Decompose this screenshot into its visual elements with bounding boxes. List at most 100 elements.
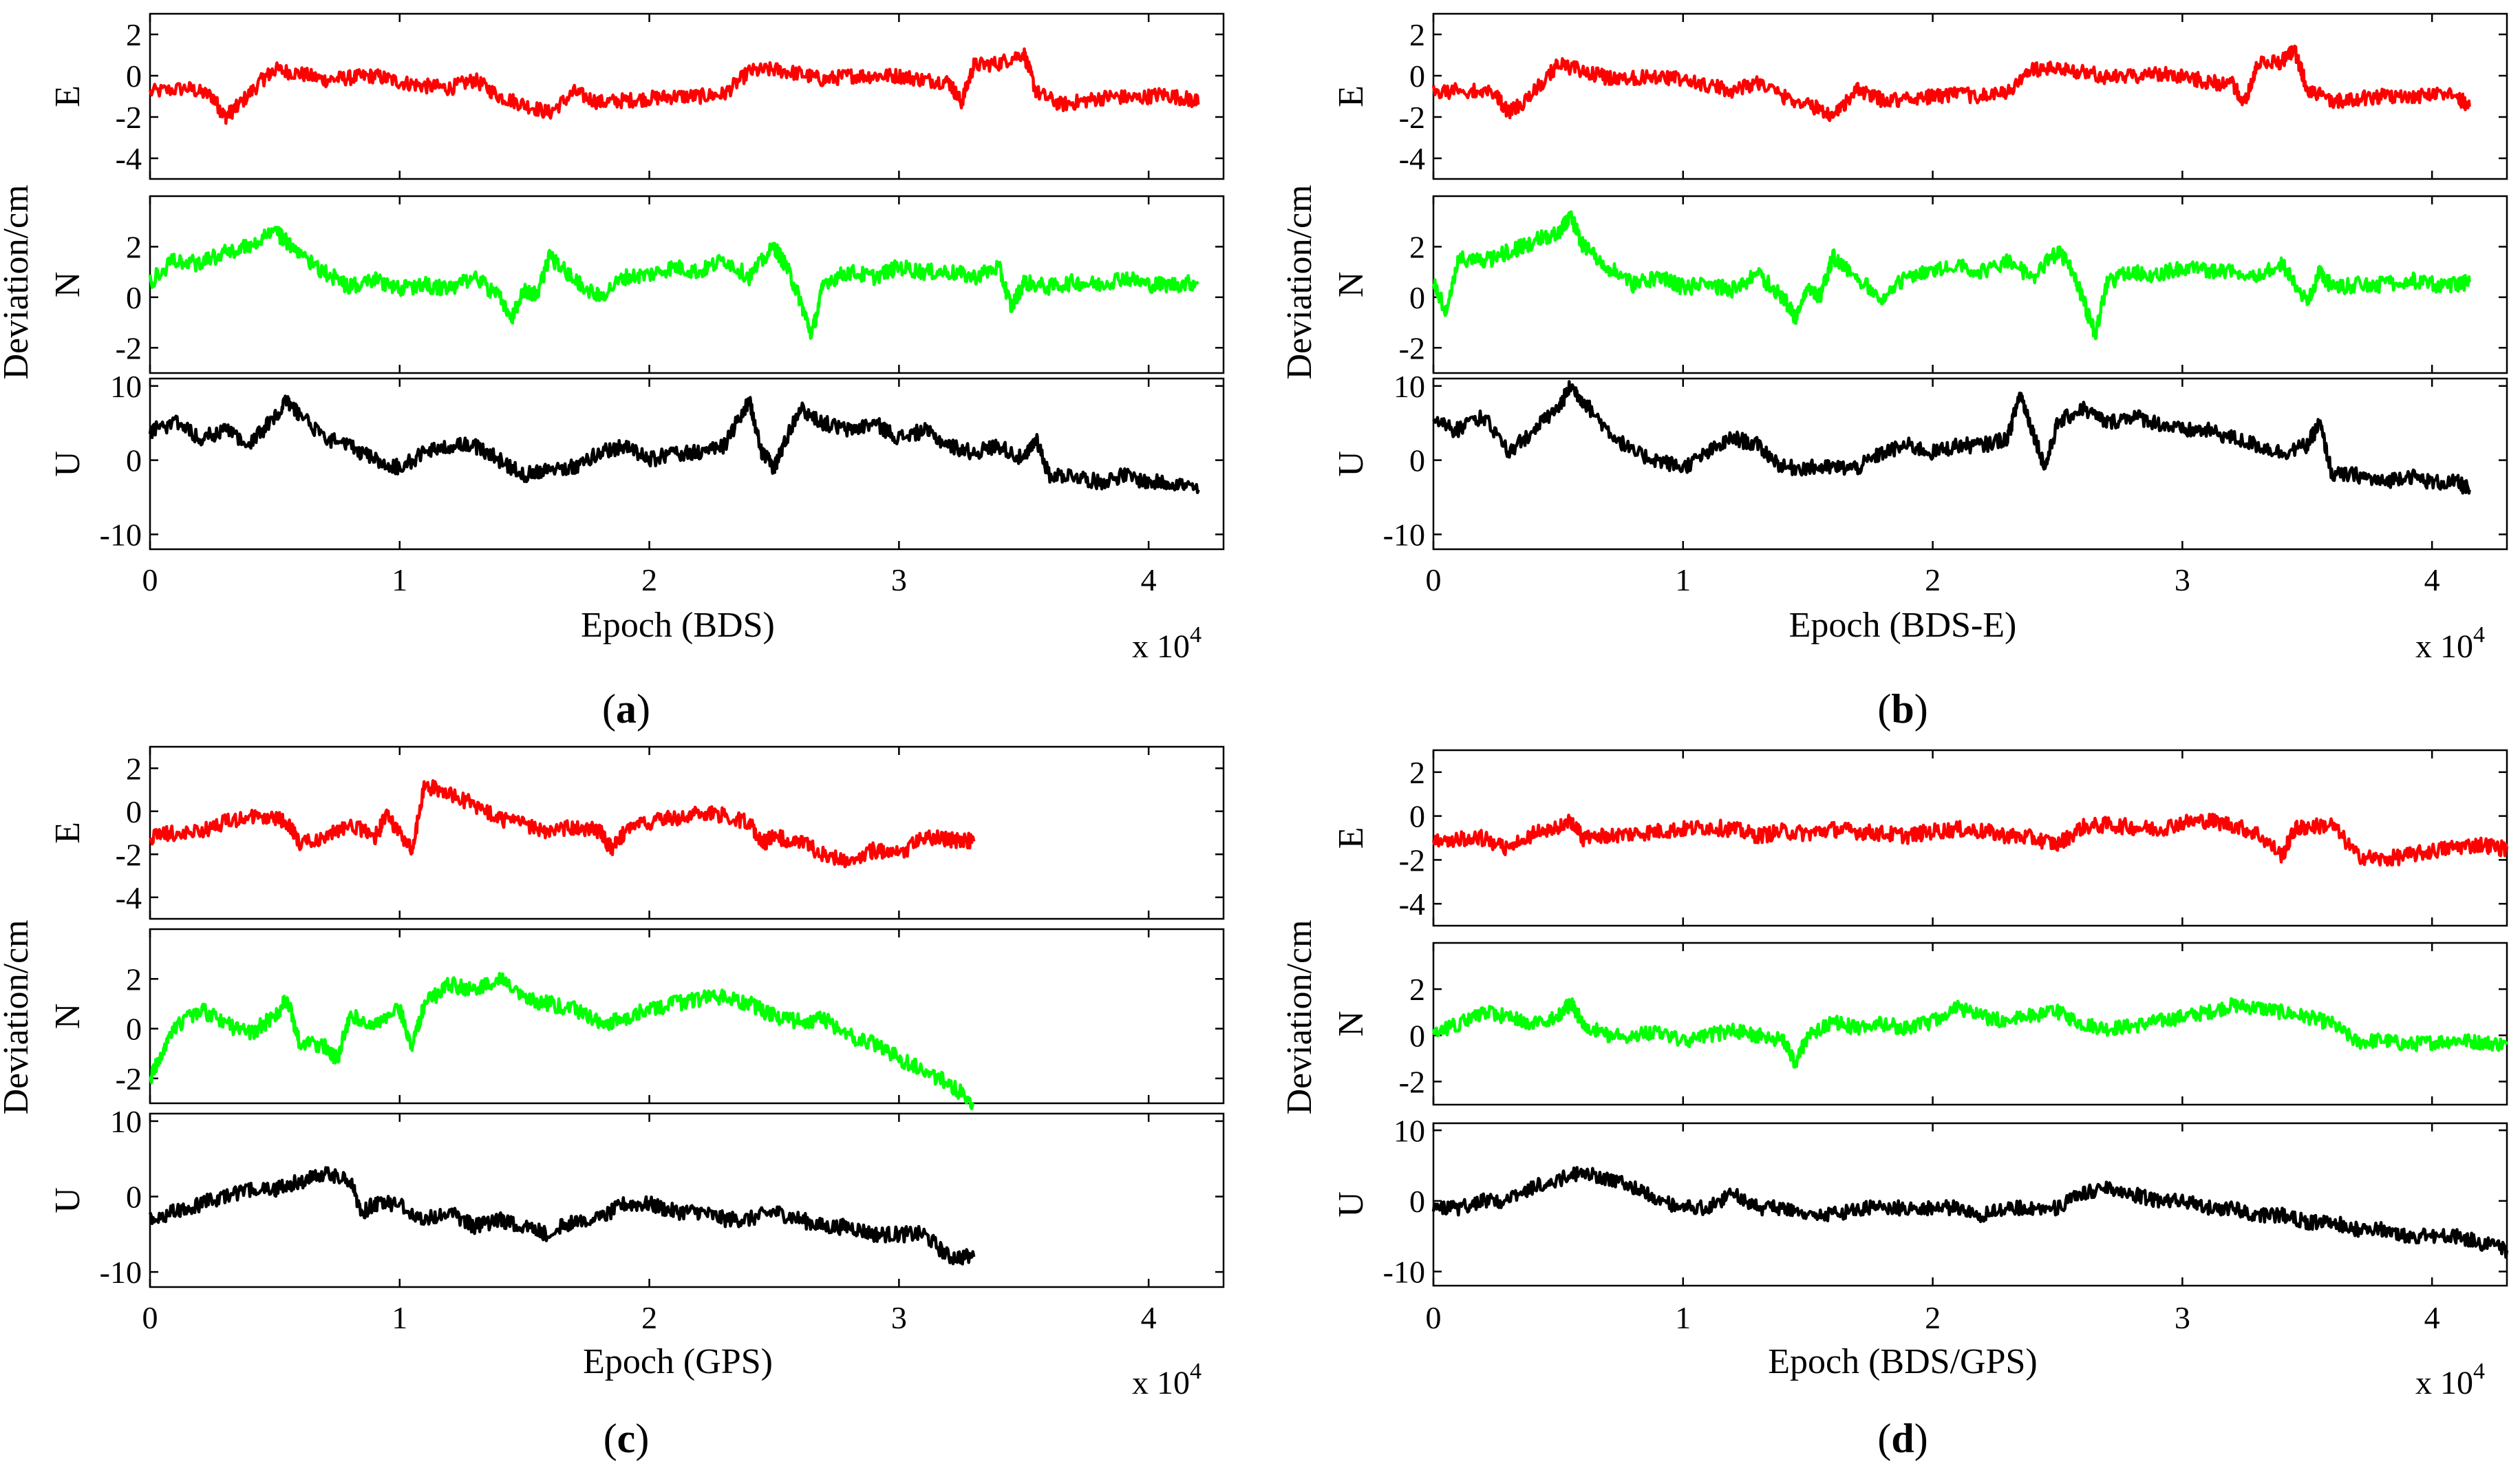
panel-caption: (b)	[1877, 686, 1928, 732]
y-tick-label: 10	[110, 1104, 142, 1139]
subplot-u: 10 0 -10 U	[48, 369, 1225, 552]
series-label: E	[1332, 85, 1371, 107]
series-label: U	[1332, 451, 1371, 477]
y-tick-label: -2	[116, 837, 142, 872]
series-line-n	[148, 225, 1199, 340]
y-tick-label: 0	[126, 59, 142, 94]
subplot-e: 2 0 -2 -4 E	[48, 745, 1225, 920]
x-tick-label: 4	[1141, 1300, 1157, 1335]
y-tick-label: 2	[1409, 972, 1425, 1007]
y-tick-label: -2	[116, 1061, 142, 1096]
subplot-frame	[149, 195, 1225, 374]
series-label: N	[48, 272, 87, 298]
panel-caption: (d)	[1877, 1416, 1928, 1461]
y-tick-label: 2	[126, 229, 142, 264]
subplot-u: 10 0 -10 U	[48, 1104, 1225, 1290]
y-tick-label: -10	[100, 1255, 142, 1290]
x-multiplier: x 104	[2415, 1359, 2485, 1401]
y-tick-label: -4	[116, 880, 142, 915]
y-tick-label: 10	[110, 369, 142, 404]
series-label: E	[48, 85, 87, 107]
caption-letter: d	[1891, 1416, 1914, 1461]
caption-letter: b	[1891, 686, 1914, 732]
y-tick-label: 10	[1394, 369, 1425, 404]
y-tick-label: -10	[1383, 1254, 1425, 1289]
caption-paren-open: (	[1877, 686, 1891, 732]
subplot-n: 2 0 -2 N	[1332, 942, 2509, 1106]
x-tick-label: 0	[142, 562, 158, 597]
series-line-e	[148, 47, 1200, 125]
y-tick-label: 2	[1409, 755, 1425, 790]
subplot-e: 2 0 -2 -4 E	[1332, 12, 2508, 180]
y-tick-label: -2	[1399, 842, 1425, 878]
x-multiplier-base: x 10	[2415, 628, 2473, 665]
y-tick-label: 0	[126, 1012, 142, 1047]
y-tick-label: -2	[1399, 100, 1425, 135]
series-line-n	[1431, 210, 2471, 341]
y-tick-label: -2	[1399, 1064, 1425, 1099]
y-tick-label: -10	[100, 517, 142, 552]
subplot-e: 2 0 -2 -4 E	[48, 12, 1225, 180]
x-multiplier-base: x 10	[1132, 628, 1190, 665]
series-line-u	[1431, 1166, 2509, 1260]
caption-paren-close: )	[1914, 686, 1928, 732]
y-tick-label: 2	[1409, 229, 1425, 264]
panel-caption: (a)	[602, 686, 650, 732]
subplot-frame	[1432, 377, 2508, 551]
x-tick-label: 1	[1675, 1300, 1691, 1335]
series-line-n	[1431, 997, 2509, 1069]
subplot-n: 2 0 -2 N	[48, 195, 1225, 374]
x-axis-label: Epoch (BDS)	[581, 606, 775, 645]
y-tick-label: 2	[126, 17, 142, 52]
caption-letter: c	[617, 1416, 636, 1461]
x-tick-label: 2	[1925, 562, 1941, 597]
y-tick-label: 0	[126, 794, 142, 829]
series-label: U	[1332, 1191, 1371, 1218]
subplot-frame	[1432, 1122, 2508, 1287]
y-tick-label: 0	[126, 280, 142, 315]
x-tick-label: 4	[2424, 562, 2440, 597]
x-tick-label: 3	[2175, 1300, 2190, 1335]
x-tick-label: 1	[392, 562, 407, 597]
subplot-frame	[1432, 12, 2508, 180]
x-tick-label: 1	[392, 1300, 407, 1335]
y-tick-label: 2	[126, 751, 142, 786]
caption-paren-close: )	[1914, 1416, 1928, 1461]
x-tick-label: 2	[641, 562, 657, 597]
x-tick-label: 3	[2175, 562, 2190, 597]
x-tick-label: 0	[1426, 562, 1442, 597]
x-tick-label: 0	[1426, 1300, 1442, 1335]
y-axis-label: Deviation/cm	[0, 920, 36, 1114]
series-line-e	[1431, 44, 2471, 123]
y-tick-label: 0	[1409, 59, 1425, 94]
series-label: U	[48, 451, 87, 477]
y-tick-label: -2	[1399, 330, 1425, 365]
caption-paren-close: )	[635, 1416, 649, 1461]
series-label: E	[1332, 827, 1371, 849]
subplot-frame	[149, 928, 1225, 1105]
y-axis-label: Deviation/cm	[1280, 920, 1319, 1114]
series-label: U	[48, 1187, 87, 1213]
subplot-frame	[149, 745, 1225, 920]
x-multiplier-exponent: 4	[1190, 622, 1202, 648]
series-line-u	[1432, 380, 2471, 495]
subplot-n: 2 0 -2 N	[48, 928, 1225, 1111]
series-line-e	[149, 779, 976, 869]
y-tick-label: 2	[126, 961, 142, 997]
x-tick-label: 1	[1675, 562, 1691, 597]
x-tick-label: 3	[891, 1300, 907, 1335]
subplot-e: 2 0 -2 -4 E	[1332, 749, 2509, 927]
x-tick-label: 2	[641, 1300, 657, 1335]
y-axis-label: Deviation/cm	[1280, 184, 1319, 379]
series-line-n	[149, 972, 974, 1111]
caption-paren-close: )	[637, 686, 650, 732]
x-multiplier-exponent: 4	[2473, 622, 2485, 648]
x-tick-label: 3	[891, 562, 907, 597]
y-tick-label: -2	[116, 100, 142, 135]
x-axis-label: Epoch (BDS-E)	[1789, 606, 2017, 645]
x-tick-label: 2	[1925, 1300, 1941, 1335]
subplot-frame	[149, 12, 1225, 180]
subplot-frame	[1432, 942, 2508, 1106]
